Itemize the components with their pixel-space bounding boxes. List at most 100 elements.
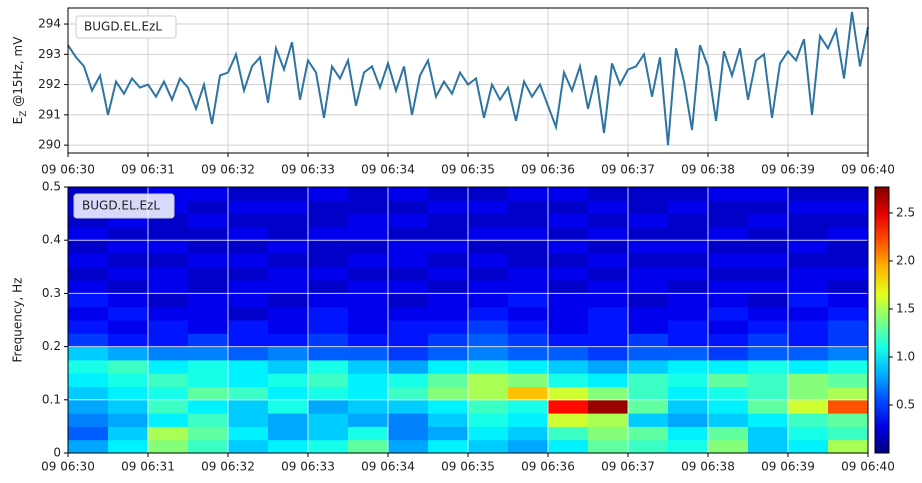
heatmap-cell	[268, 213, 309, 228]
heatmap-cell	[348, 333, 389, 348]
heatmap-cell	[308, 187, 349, 201]
heatmap-cell	[268, 413, 309, 427]
heatmap-cell	[508, 413, 549, 427]
heatmap-cell	[628, 240, 669, 254]
heatmap-cell	[468, 373, 509, 387]
heatmap-cell	[108, 266, 149, 281]
heatmap-cell	[268, 280, 309, 294]
heatmap-cell	[788, 320, 829, 334]
heatmap-cell	[588, 359, 629, 374]
y-tick-label: 0.4	[42, 233, 61, 247]
heatmap-cell	[628, 413, 669, 427]
heatmap-cell	[228, 226, 269, 241]
heatmap-cell	[188, 373, 229, 387]
heatmap-cell	[228, 266, 269, 281]
x-tick-label: 09 06:33	[281, 163, 335, 177]
heatmap-cell	[828, 413, 869, 427]
heatmap-cell	[308, 213, 349, 228]
heatmap-cell	[428, 399, 469, 414]
heatmap-cell	[588, 266, 629, 281]
heatmap-cell	[668, 200, 709, 215]
heatmap-cell	[308, 346, 349, 361]
heatmap-cell	[468, 200, 509, 215]
heatmap-cell	[468, 413, 509, 427]
heatmap-cell	[628, 293, 669, 308]
heatmap-cell	[788, 373, 829, 387]
heatmap-cell	[228, 253, 269, 268]
heatmap-cell	[588, 280, 629, 294]
heatmap-cell	[268, 306, 309, 321]
x-tick-label: 09 06:31	[121, 163, 175, 177]
heatmap-cell	[428, 346, 469, 361]
heatmap-cell	[428, 240, 469, 254]
heatmap-cell	[508, 266, 549, 281]
heatmap-cell	[148, 346, 189, 361]
heatmap-cell	[188, 200, 229, 215]
heatmap-cell	[708, 373, 749, 387]
heatmap-cell	[508, 187, 549, 201]
heatmap-cell	[508, 253, 549, 268]
heatmap-cell	[68, 346, 109, 361]
heatmap-cell	[308, 280, 349, 294]
x-tick-label: 09 06:40	[841, 460, 895, 474]
heatmap-cell	[588, 187, 629, 201]
heatmap-cell	[548, 226, 589, 241]
y-tick-label: 294	[38, 17, 61, 31]
heatmap-cell	[748, 200, 789, 215]
heatmap-cell	[588, 439, 629, 454]
heatmap-cell	[348, 320, 389, 334]
heatmap-cell	[708, 240, 749, 254]
y-tick-label: 292	[38, 77, 61, 91]
heatmap-cell	[188, 240, 229, 254]
heatmap-cell	[308, 439, 349, 454]
heatmap-cell	[628, 280, 669, 294]
x-tick-label: 09 06:33	[281, 460, 335, 474]
heatmap-cell	[548, 306, 589, 321]
heatmap-cell	[148, 226, 189, 241]
heatmap-cell	[468, 240, 509, 254]
x-tick-label: 09 06:35	[441, 163, 495, 177]
heatmap-cell	[188, 413, 229, 427]
heatmap-cell	[348, 226, 389, 241]
heatmap-cell	[588, 386, 629, 401]
heatmap-cell	[828, 359, 869, 374]
heatmap-cell	[588, 320, 629, 334]
heatmap-cell	[708, 253, 749, 268]
heatmap-cell	[388, 359, 429, 374]
heatmap-cell	[228, 213, 269, 228]
heatmap-cell	[628, 333, 669, 348]
legend-box	[75, 15, 177, 39]
heatmap-cell	[708, 200, 749, 215]
heatmap-cell	[708, 280, 749, 294]
heatmap-cell	[388, 226, 429, 241]
heatmap-cell	[388, 320, 429, 334]
heatmap-cell	[348, 253, 389, 268]
heatmap-cell	[668, 213, 709, 228]
heatmap-cell	[828, 386, 869, 401]
heatmap-cell	[268, 426, 309, 441]
heatmap-cell	[548, 187, 589, 201]
heatmap-cell	[428, 413, 469, 427]
heatmap-cell	[428, 200, 469, 215]
heatmap-cell	[508, 226, 549, 241]
heatmap-cell	[668, 346, 709, 361]
heatmap-cell	[508, 320, 549, 334]
heatmap-cell	[508, 200, 549, 215]
heatmap-cell	[628, 346, 669, 361]
heatmap-cell	[828, 187, 869, 201]
heatmap-cell	[708, 266, 749, 281]
x-tick-label: 09 06:35	[441, 460, 495, 474]
heatmap-cell	[228, 399, 269, 414]
heatmap-cell	[748, 320, 789, 334]
heatmap-cell	[388, 346, 429, 361]
heatmap-cell	[348, 373, 389, 387]
heatmap-cell	[788, 200, 829, 215]
y-tick-label: 0.1	[42, 392, 61, 406]
heatmap-cell	[108, 226, 149, 241]
heatmap-cell	[508, 240, 549, 254]
heatmap-cell	[748, 386, 789, 401]
heatmap-cell	[188, 320, 229, 334]
heatmap-cell	[548, 213, 589, 228]
heatmap-cell	[828, 213, 869, 228]
heatmap-cell	[228, 200, 269, 215]
